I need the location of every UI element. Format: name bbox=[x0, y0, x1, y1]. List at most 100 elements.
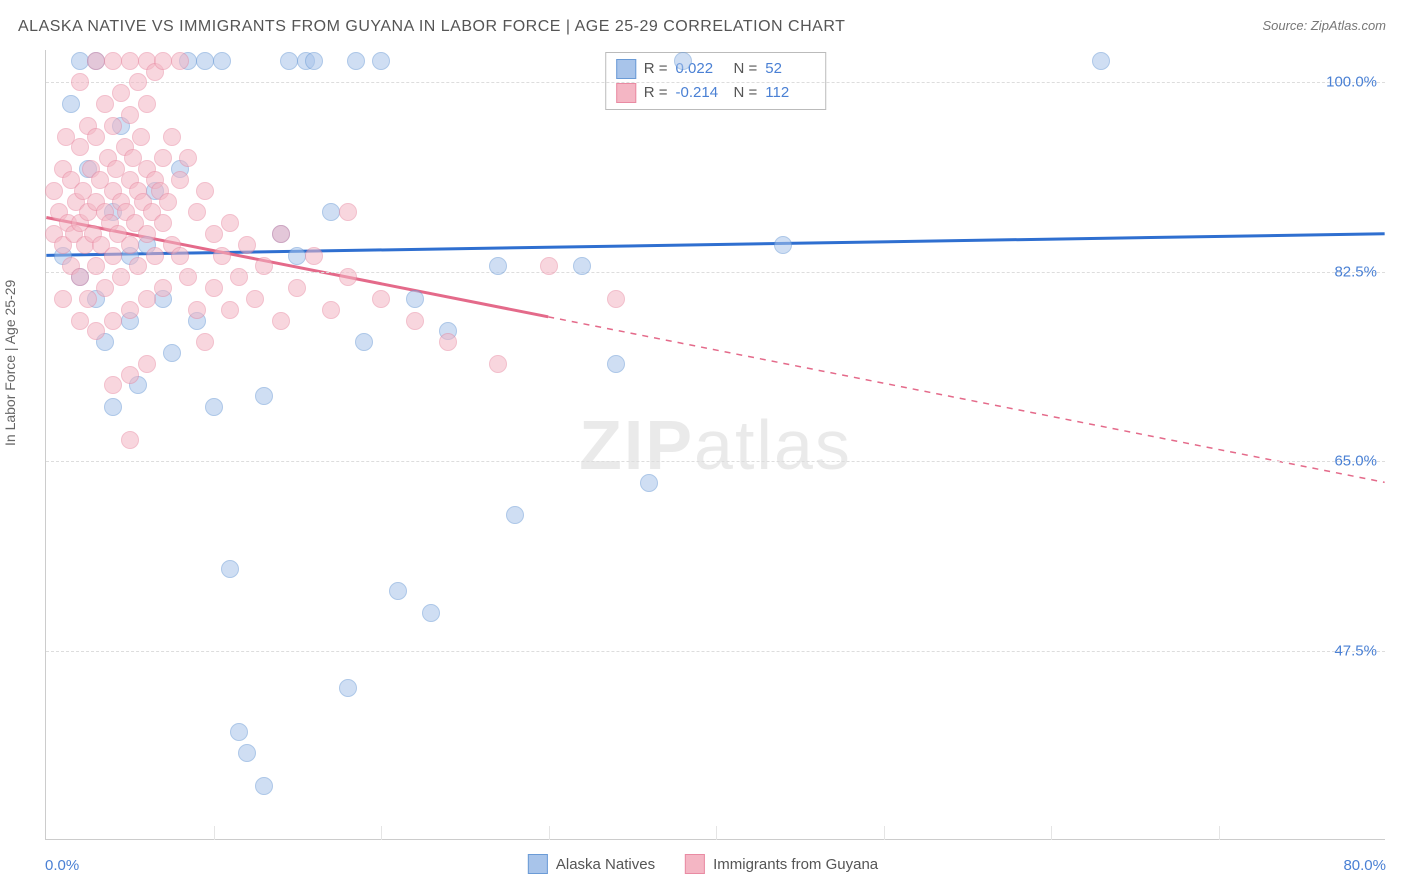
y-tick-label: 65.0% bbox=[1334, 453, 1377, 470]
scatter-point bbox=[71, 312, 89, 330]
gridline-horizontal bbox=[46, 651, 1385, 652]
scatter-point bbox=[104, 376, 122, 394]
y-tick-label: 100.0% bbox=[1326, 74, 1377, 91]
scatter-point bbox=[54, 290, 72, 308]
scatter-point bbox=[439, 333, 457, 351]
scatter-point bbox=[112, 268, 130, 286]
scatter-point bbox=[573, 257, 591, 275]
scatter-point bbox=[506, 506, 524, 524]
scatter-point bbox=[104, 117, 122, 135]
scatter-point bbox=[322, 203, 340, 221]
stat-label: N = bbox=[734, 57, 758, 81]
legend-item: Immigrants from Guyana bbox=[685, 854, 878, 874]
scatter-point bbox=[246, 290, 264, 308]
legend-label: Immigrants from Guyana bbox=[713, 856, 878, 873]
scatter-point bbox=[129, 257, 147, 275]
scatter-point bbox=[121, 236, 139, 254]
scatter-point bbox=[238, 744, 256, 762]
plot-area: ZIPatlas R = 0.022N = 52R = -0.214N = 11… bbox=[45, 50, 1385, 840]
scatter-point bbox=[121, 52, 139, 70]
x-tick-min: 0.0% bbox=[45, 857, 79, 874]
scatter-point bbox=[71, 138, 89, 156]
stat-label: R = bbox=[644, 81, 668, 105]
chart-source: Source: ZipAtlas.com bbox=[1262, 18, 1386, 33]
scatter-point bbox=[121, 431, 139, 449]
scatter-point bbox=[138, 290, 156, 308]
scatter-point bbox=[205, 279, 223, 297]
scatter-point bbox=[159, 193, 177, 211]
scatter-point bbox=[171, 52, 189, 70]
stats-row: R = 0.022N = 52 bbox=[616, 57, 816, 81]
trend-lines-layer bbox=[46, 50, 1385, 839]
scatter-point bbox=[104, 52, 122, 70]
scatter-point bbox=[205, 398, 223, 416]
y-tick-label: 82.5% bbox=[1334, 263, 1377, 280]
scatter-point bbox=[272, 225, 290, 243]
scatter-point bbox=[104, 398, 122, 416]
gridline-vertical bbox=[1219, 826, 1220, 840]
gridline-vertical bbox=[716, 826, 717, 840]
stats-row: R = -0.214N = 112 bbox=[616, 81, 816, 105]
scatter-point bbox=[129, 73, 147, 91]
scatter-point bbox=[205, 225, 223, 243]
scatter-point bbox=[288, 247, 306, 265]
scatter-point bbox=[71, 52, 89, 70]
legend-swatch bbox=[528, 854, 548, 874]
scatter-point bbox=[1092, 52, 1110, 70]
scatter-point bbox=[339, 268, 357, 286]
scatter-point bbox=[305, 52, 323, 70]
scatter-point bbox=[71, 73, 89, 91]
scatter-point bbox=[221, 214, 239, 232]
legend-label: Alaska Natives bbox=[556, 856, 655, 873]
scatter-point bbox=[163, 344, 181, 362]
scatter-point bbox=[104, 247, 122, 265]
scatter-point bbox=[305, 247, 323, 265]
scatter-point bbox=[422, 604, 440, 622]
gridline-vertical bbox=[884, 826, 885, 840]
scatter-point bbox=[132, 128, 150, 146]
scatter-point bbox=[674, 52, 692, 70]
scatter-point bbox=[196, 52, 214, 70]
scatter-point bbox=[406, 290, 424, 308]
scatter-point bbox=[154, 149, 172, 167]
gridline-vertical bbox=[214, 826, 215, 840]
scatter-point bbox=[489, 257, 507, 275]
legend-swatch bbox=[616, 59, 636, 79]
scatter-point bbox=[406, 312, 424, 330]
trend-line-dashed bbox=[548, 317, 1384, 483]
gridline-horizontal bbox=[46, 82, 1385, 83]
legend-swatch bbox=[616, 83, 636, 103]
scatter-point bbox=[154, 214, 172, 232]
stats-box: R = 0.022N = 52R = -0.214N = 112 bbox=[605, 52, 827, 110]
scatter-point bbox=[372, 52, 390, 70]
stat-n-value: 112 bbox=[765, 81, 815, 105]
scatter-point bbox=[87, 322, 105, 340]
stat-label: N = bbox=[734, 81, 758, 105]
y-tick-label: 47.5% bbox=[1334, 642, 1377, 659]
scatter-point bbox=[188, 203, 206, 221]
legend-item: Alaska Natives bbox=[528, 854, 655, 874]
scatter-point bbox=[179, 268, 197, 286]
x-tick-max: 80.0% bbox=[1343, 857, 1386, 874]
scatter-point bbox=[255, 257, 273, 275]
scatter-point bbox=[238, 236, 256, 254]
stat-n-value: 52 bbox=[765, 57, 815, 81]
scatter-point bbox=[213, 247, 231, 265]
watermark: ZIPatlas bbox=[579, 405, 852, 485]
scatter-point bbox=[213, 52, 231, 70]
stat-label: R = bbox=[644, 57, 668, 81]
scatter-point bbox=[389, 582, 407, 600]
scatter-point bbox=[355, 333, 373, 351]
scatter-point bbox=[146, 247, 164, 265]
scatter-point bbox=[196, 333, 214, 351]
gridline-horizontal bbox=[46, 461, 1385, 462]
scatter-point bbox=[121, 106, 139, 124]
scatter-point bbox=[138, 225, 156, 243]
scatter-point bbox=[339, 679, 357, 697]
scatter-point bbox=[372, 290, 390, 308]
scatter-point bbox=[154, 279, 172, 297]
scatter-point bbox=[171, 171, 189, 189]
scatter-point bbox=[230, 723, 248, 741]
gridline-vertical bbox=[1051, 826, 1052, 840]
scatter-point bbox=[79, 290, 97, 308]
